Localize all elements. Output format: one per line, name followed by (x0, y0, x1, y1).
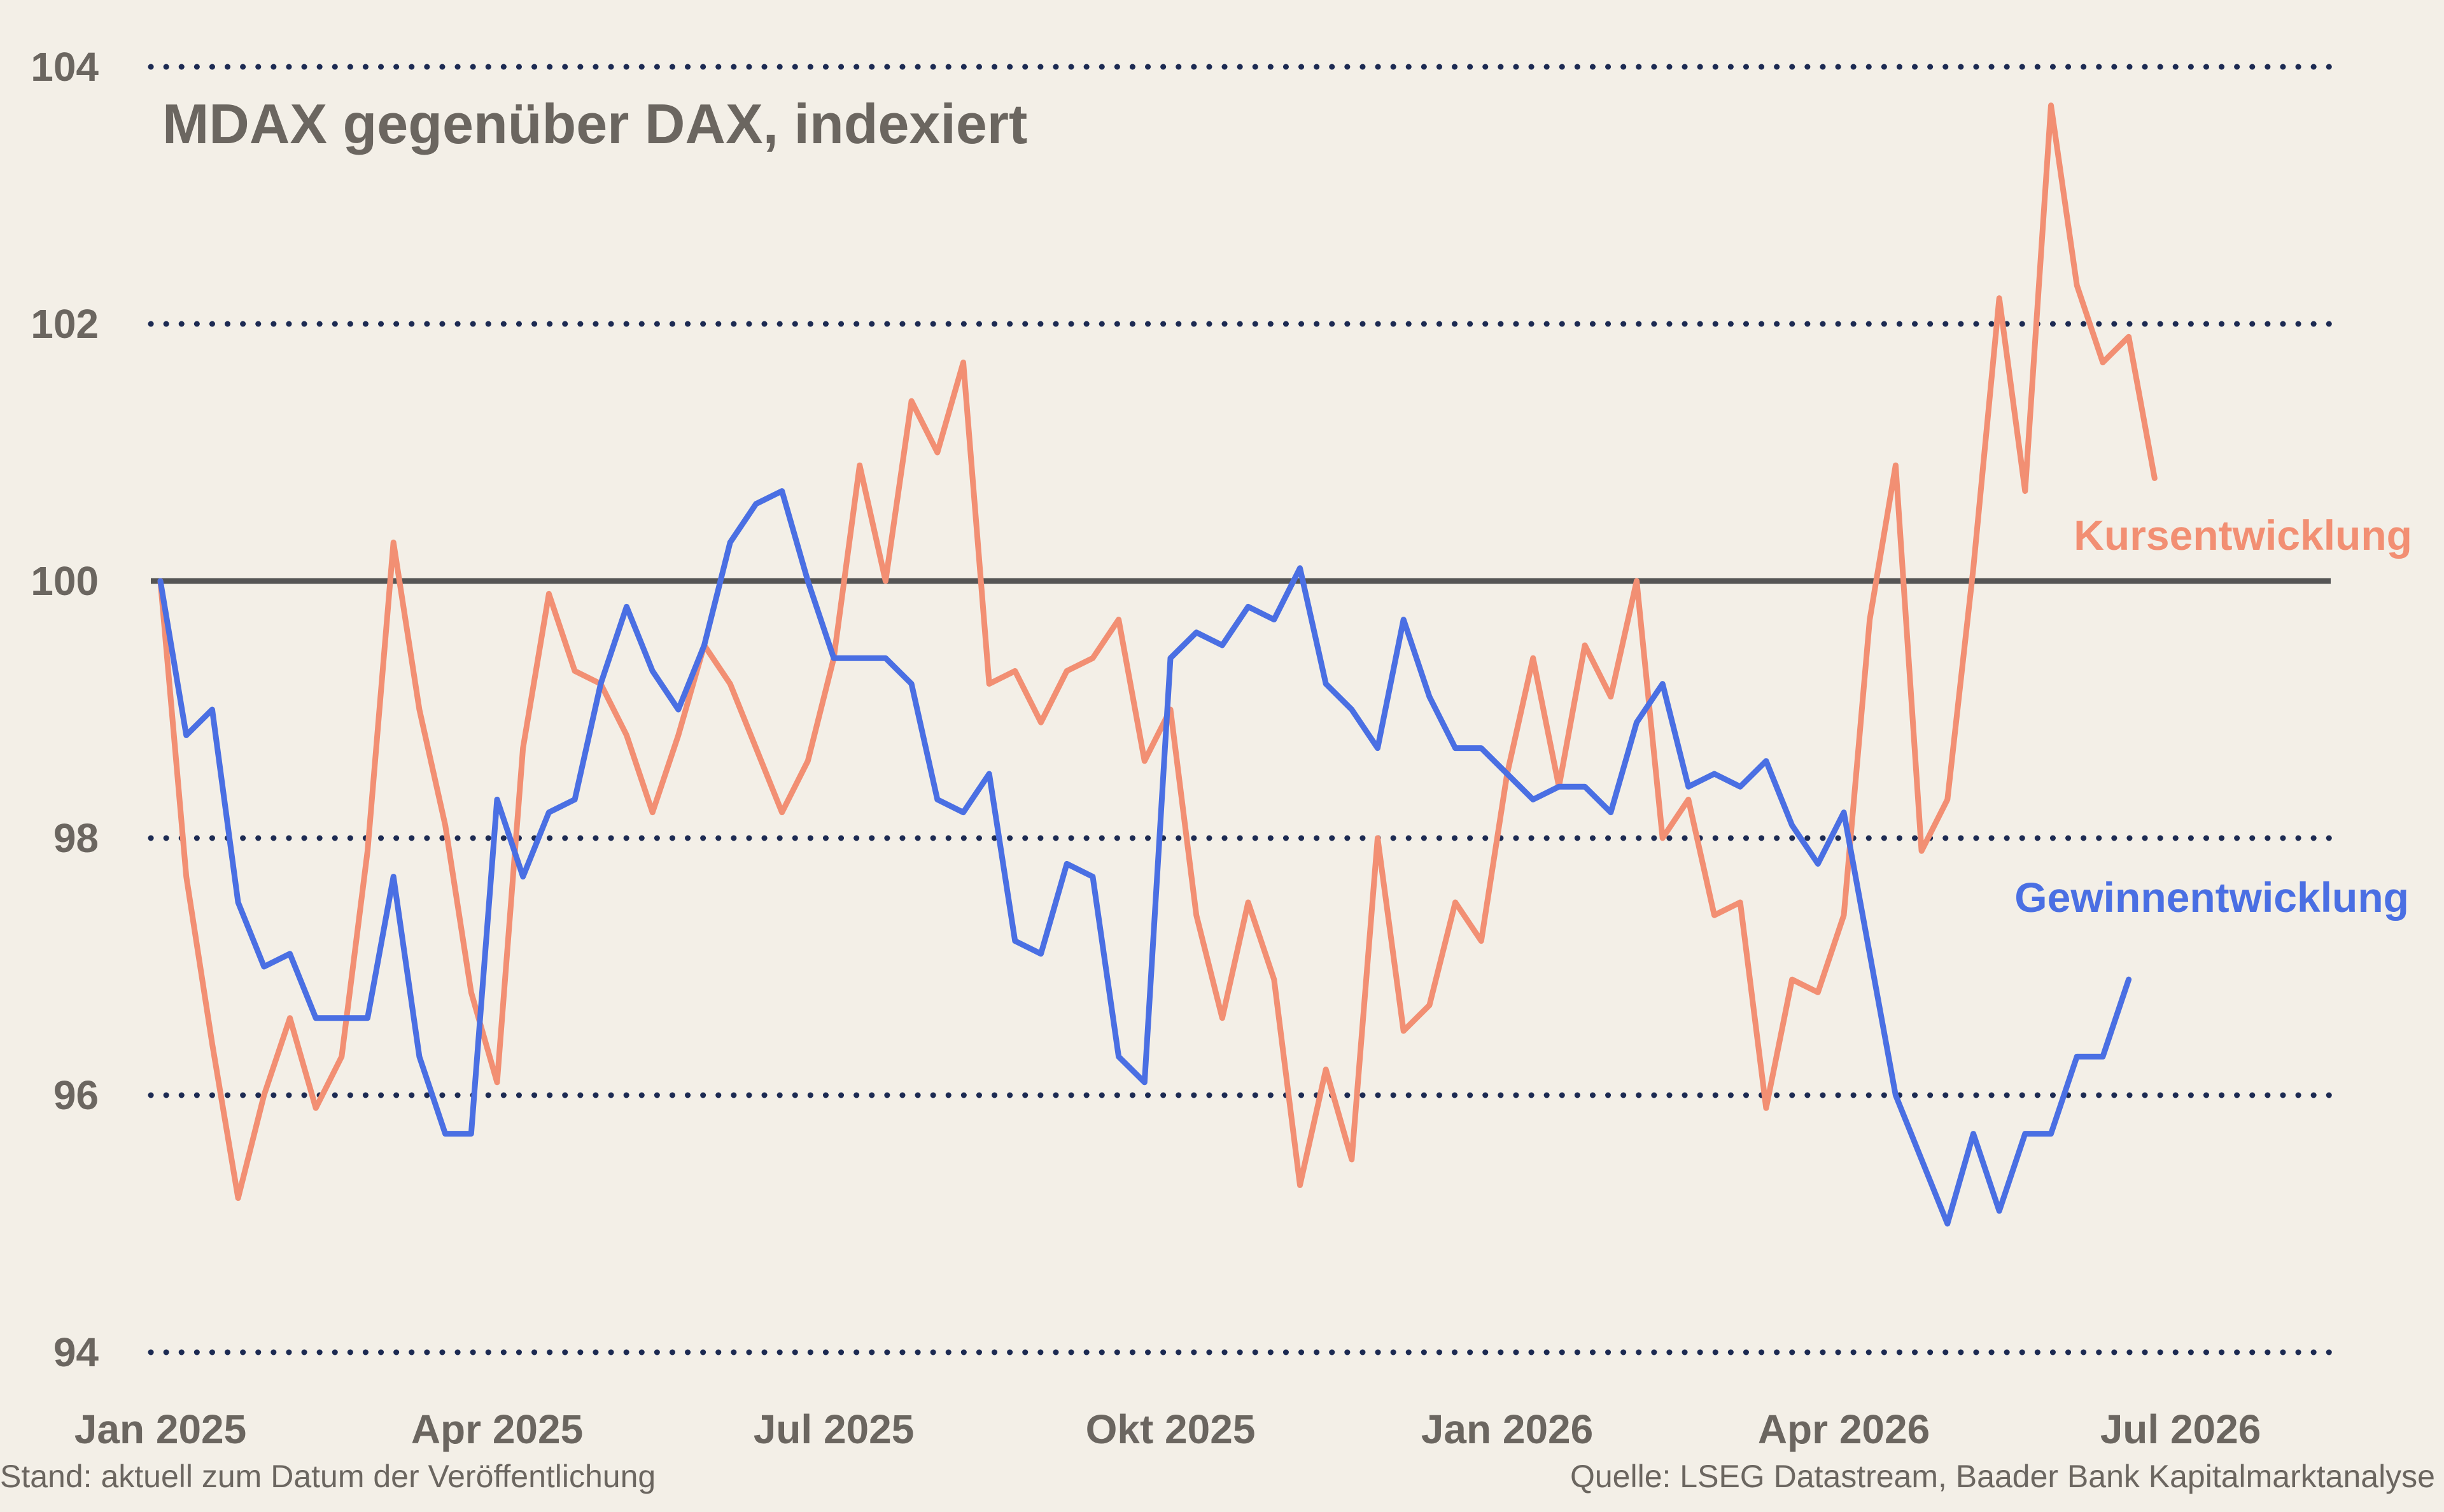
series-line-kursentwicklung (157, 102, 2158, 1201)
x-axis-ticks: Jan 2025 Apr 2025 Jul 2025 Okt 2025 Jan 2026… (74, 1406, 2261, 1452)
y-tick-label: 104 (31, 44, 99, 90)
footer-stand: Stand: aktuell zum Datum der Veröffentli… (0, 1459, 656, 1494)
footer-source: Quelle: LSEG Datastream, Baader Bank Kap… (1570, 1459, 2435, 1494)
series-label-kursentwicklung: Kursentwicklung (2074, 512, 2412, 559)
x-tick-label: Jan 2025 (74, 1406, 246, 1452)
series-line-gewinnentwicklung (157, 488, 2132, 1227)
y-tick-label: 94 (53, 1329, 99, 1375)
chart-title: MDAX gegenüber DAX, indexiert (162, 92, 1027, 155)
x-tick-label: Jul 2026 (2100, 1406, 2261, 1452)
x-tick-label: Okt 2025 (1086, 1406, 1256, 1452)
y-tick-label: 98 (53, 815, 99, 861)
y-tick-label: 100 (31, 558, 99, 604)
series-lines (157, 102, 2158, 1227)
x-tick-label: Jan 2026 (1421, 1406, 1593, 1452)
x-tick-label: Apr 2026 (1758, 1406, 1930, 1452)
x-tick-label: Apr 2025 (411, 1406, 583, 1452)
gridlines (148, 64, 2334, 1355)
y-tick-label: 96 (53, 1072, 99, 1118)
y-axis-ticks: 94 96 98 100 102 104 (31, 44, 99, 1375)
y-tick-label: 102 (31, 301, 99, 347)
x-tick-label: Jul 2025 (754, 1406, 915, 1452)
series-label-gewinnentwicklung: Gewinnentwicklung (2014, 874, 2409, 921)
